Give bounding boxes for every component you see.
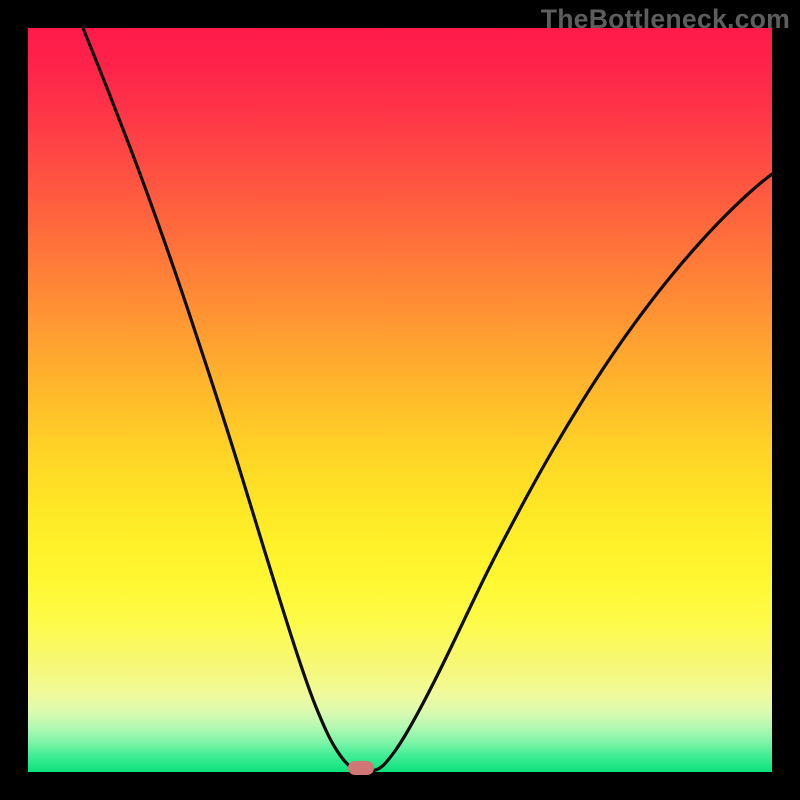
optimum-marker [348, 761, 374, 775]
watermark-text: TheBottleneck.com [541, 4, 790, 35]
bottleneck-curve [83, 28, 772, 771]
bottleneck-curve-layer [28, 28, 772, 772]
chart-frame: TheBottleneck.com [0, 0, 800, 800]
